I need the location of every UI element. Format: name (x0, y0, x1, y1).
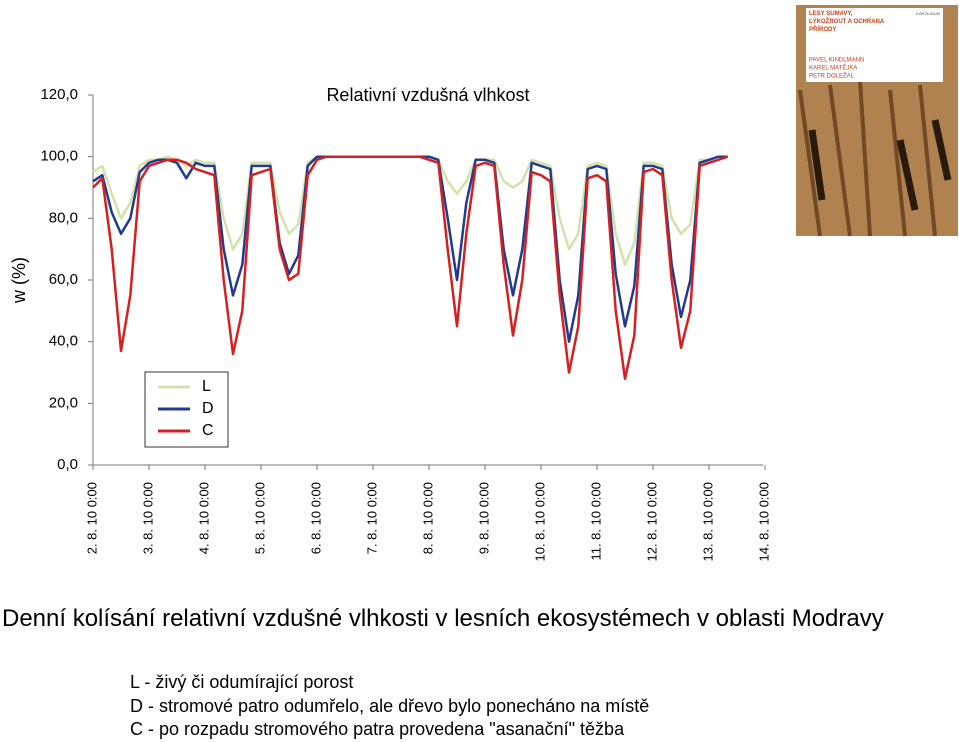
cover-title: LESY ŠUMAVY, LÝKOŽROUT A OCHRANA PŘÍRODY (809, 11, 884, 33)
cover-author: PAVEL KINDLMANN (809, 58, 864, 64)
x-tick-label: 14. 8. 10 0:00 (756, 482, 771, 562)
cover-author: KAREL MATĚJKA (809, 64, 857, 72)
y-tick-label: 60,0 (49, 271, 78, 288)
y-tick-label: 20,0 (49, 394, 78, 411)
caption-note: D - stromové patro odumřelo, ale dřevo b… (130, 696, 650, 716)
x-tick-label: 13. 8. 10 0:00 (700, 482, 715, 562)
book-cover: LESY ŠUMAVY, LÝKOŽROUT A OCHRANA PŘÍRODY… (796, 5, 958, 237)
y-tick-label: 0,0 (57, 456, 78, 473)
cover-author: PETR DOLEŽAL (809, 72, 855, 80)
x-tick-label: 9. 8. 10 0:00 (476, 482, 491, 554)
legend-label: C (202, 422, 214, 439)
chart-title: Relativní vzdušná vlhkost (326, 85, 529, 105)
x-tick-label: 6. 8. 10 0:00 (308, 482, 323, 554)
x-tick-label: 12. 8. 10 0:00 (644, 482, 659, 562)
y-tick-label: 120,0 (40, 86, 78, 103)
x-tick-label: 7. 8. 10 0:00 (364, 482, 379, 554)
y-tick-label: 80,0 (49, 209, 78, 226)
caption-note: C - po rozpadu stromového patra proveden… (130, 719, 625, 739)
x-tick-label: 10. 8. 10 0:00 (532, 482, 547, 562)
caption-heading: Denní kolísání relativní vzdušné vlhkost… (2, 605, 884, 632)
y-tick-label: 40,0 (49, 333, 78, 350)
legend-label: L (202, 378, 211, 395)
x-tick-label: 3. 8. 10 0:00 (140, 482, 155, 554)
x-tick-label: 2. 8. 10 0:00 (84, 482, 99, 554)
line-series (92, 155, 729, 380)
chart: Relativní vzdušná vlhkost w (%) LESY ŠUM… (9, 5, 958, 562)
x-tick-label: 4. 8. 10 0:00 (196, 482, 211, 554)
cover-publisher: KAROLINUM (916, 11, 940, 16)
y-tick-label: 100,0 (40, 148, 78, 165)
legend-label: D (202, 400, 214, 417)
y-axis-label: w (%) (9, 257, 29, 304)
x-tick-label: 8. 8. 10 0:00 (420, 482, 435, 554)
x-tick-label: 11. 8. 10 0:00 (588, 482, 603, 561)
caption-note: L - živý či odumírající porost (130, 672, 354, 692)
x-tick-label: 5. 8. 10 0:00 (252, 482, 267, 554)
